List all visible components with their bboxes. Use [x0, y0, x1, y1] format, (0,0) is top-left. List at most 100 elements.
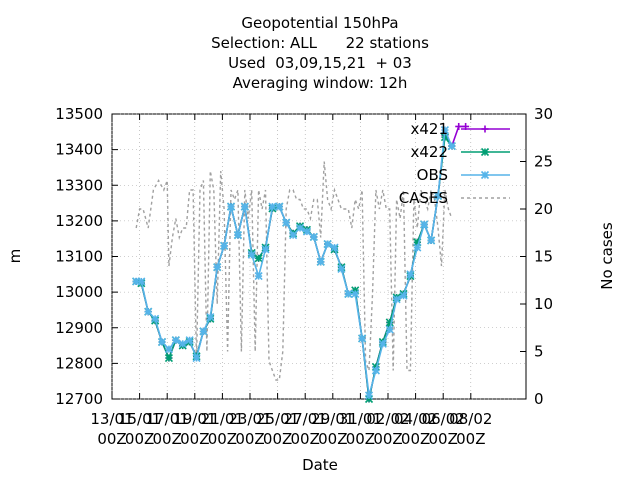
point-obs-d2	[323, 239, 332, 249]
point-obs-d2	[378, 339, 387, 348]
x-tick-label: 02/02	[366, 410, 409, 428]
y2-tick-label: 20	[534, 200, 553, 218]
point-obs-d2	[371, 366, 380, 375]
y-tick-label: 13200	[55, 212, 103, 230]
series-line-cases	[135, 161, 453, 381]
legend-label-cases: CASES	[399, 189, 448, 207]
point-obs	[233, 231, 242, 240]
point-obs	[364, 391, 374, 400]
series-line-obs	[136, 126, 453, 396]
x-tick-label: 17/01	[146, 410, 189, 428]
chart-title-line-2: Selection: ALL 22 stations	[211, 34, 429, 52]
legend: x421 x422 OBS CASES	[399, 120, 510, 207]
point-obs	[420, 220, 429, 229]
point-obs-d2	[406, 270, 415, 279]
point-obs-d2	[185, 336, 194, 345]
point-obs-d2	[226, 202, 236, 211]
point-obs	[413, 243, 422, 252]
point-obs-d2	[261, 245, 270, 254]
point-obs	[268, 202, 277, 211]
point-obs	[295, 223, 305, 233]
y-tick-label: 13300	[55, 176, 103, 194]
x-tick-label: 25/01	[256, 410, 299, 428]
point-obs-d2	[351, 289, 360, 298]
x-tick-label: 19/01	[173, 410, 216, 428]
y-tick-label: 13400	[55, 141, 103, 159]
x-tick-label-hour: 00Z	[125, 430, 154, 448]
y2-tick-label: 25	[534, 153, 553, 171]
point-obs	[427, 236, 436, 245]
point-obs-d2	[337, 264, 346, 274]
grid	[111, 113, 526, 400]
series-layer	[132, 122, 470, 404]
point-obs-d2	[316, 257, 325, 266]
point-obs	[220, 241, 229, 250]
point-obs-d2	[192, 353, 201, 363]
point-x421	[455, 122, 463, 130]
x-tick-label: 29/01	[311, 410, 354, 428]
x-tick-label-hour: 00Z	[401, 430, 430, 448]
point-obs-d2	[330, 243, 339, 252]
point-obs-d2	[302, 227, 311, 236]
series-obs	[132, 125, 456, 400]
series-line-x422	[135, 135, 453, 400]
point-obs	[385, 325, 394, 334]
x-tick-label-hour: 00Z	[373, 430, 402, 448]
x-tick-label-hour: 00Z	[456, 430, 485, 448]
y-tick-label: 13000	[55, 283, 103, 301]
x-axis-label: Date	[302, 456, 338, 474]
point-obs	[392, 295, 401, 304]
point-obs	[399, 291, 408, 300]
point-obs-d2	[178, 339, 187, 348]
point-obs	[358, 334, 367, 343]
point-obs	[185, 336, 194, 345]
x-tick-label-hour: 00Z	[208, 430, 237, 448]
point-x422	[364, 394, 374, 404]
point-obs	[275, 202, 284, 211]
y-tick-label: 13100	[55, 248, 103, 266]
x-tick-label-hour: 00Z	[153, 430, 182, 448]
legend-marker-obs	[480, 170, 490, 180]
point-obs-d2	[433, 191, 443, 201]
x-tick-label-hour: 00Z	[346, 430, 375, 448]
point-obs	[247, 250, 256, 259]
x-tick-label-hour: 00Z	[291, 430, 320, 448]
point-obs-d2	[268, 202, 277, 211]
point-obs-d2	[295, 223, 305, 233]
point-obs	[433, 191, 443, 201]
chart-title-line-4: Averaging window: 12h	[232, 74, 408, 92]
legend-marker-obs-d2	[480, 170, 490, 180]
series-x421	[132, 122, 470, 403]
point-obs-d2	[392, 295, 401, 304]
point-obs-d2	[385, 325, 394, 334]
x-tick-label-hour: 00Z	[235, 430, 264, 448]
point-obs-d2	[440, 125, 449, 135]
point-obs	[309, 232, 318, 241]
point-obs	[226, 202, 236, 211]
chart-title-line-1: Geopotential 150hPa	[241, 14, 399, 32]
point-obs	[240, 202, 249, 211]
point-obs	[344, 289, 353, 298]
y-tick-label: 12800	[55, 354, 103, 372]
chart-title-line-3: Used 03,09,15,21 + 03	[228, 54, 412, 72]
point-x422	[164, 353, 173, 363]
series-cases	[135, 161, 453, 381]
point-obs	[213, 263, 222, 272]
y-tick-label: 12700	[55, 390, 103, 408]
point-obs	[302, 227, 311, 236]
point-obs	[316, 257, 325, 266]
x-tick-label: 06/02	[422, 410, 465, 428]
point-obs	[261, 245, 270, 254]
point-obs-d2	[164, 345, 173, 354]
point-obs-d2	[247, 250, 256, 259]
point-obs-d2	[213, 263, 222, 272]
point-obs	[323, 239, 332, 249]
point-obs	[164, 345, 173, 354]
point-obs	[282, 218, 291, 227]
point-obs-d2	[344, 289, 353, 298]
point-obs	[378, 339, 387, 348]
point-obs	[151, 314, 160, 323]
point-obs-d2	[275, 202, 284, 211]
point-obs	[371, 366, 380, 375]
